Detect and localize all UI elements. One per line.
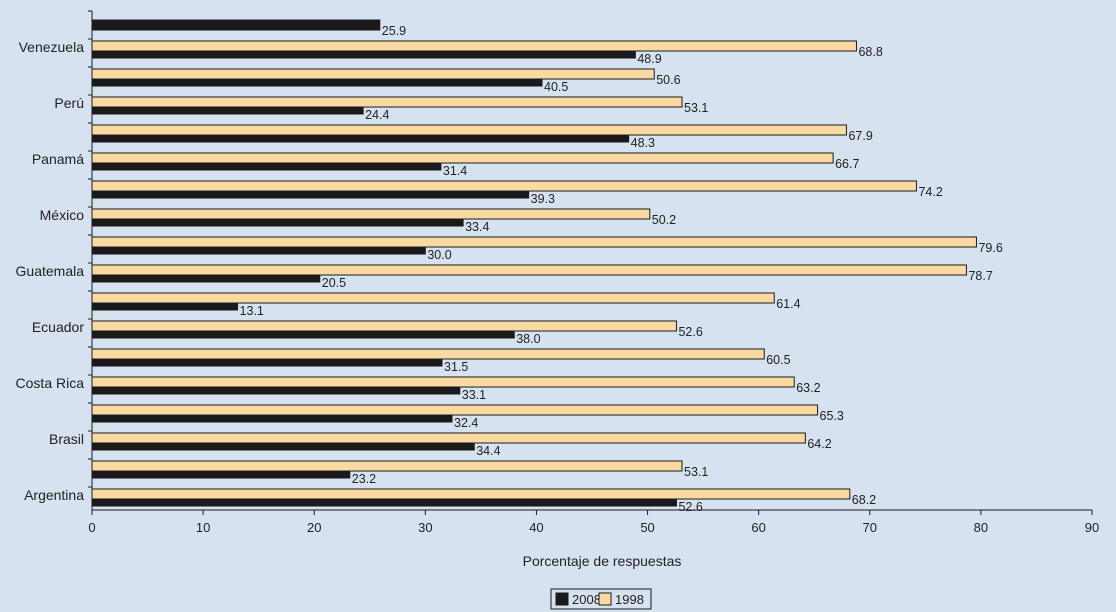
row-label-10: Ecuador — [32, 319, 84, 335]
value-label-1998-10: 52.6 — [678, 325, 702, 339]
x-tick-label-70: 70 — [863, 520, 877, 535]
value-label-2008-15: 34.4 — [476, 444, 500, 458]
x-tick-label-40: 40 — [529, 520, 543, 535]
bar-1998-15 — [91, 460, 683, 472]
value-label-2008-12: 31.5 — [444, 360, 468, 374]
bar-1998-9 — [91, 292, 775, 304]
value-label-2008-5: 31.4 — [443, 164, 467, 178]
value-label-1998-7: 79.6 — [978, 241, 1002, 255]
bar-1998-12 — [91, 376, 795, 388]
x-tick-label-30: 30 — [418, 520, 432, 535]
value-label-2008-2: 40.5 — [544, 80, 568, 94]
bar-1998-10 — [91, 320, 677, 332]
value-label-1998-1: 50.6 — [656, 73, 680, 87]
x-tick-label-10: 10 — [196, 520, 210, 535]
legend-box — [550, 588, 652, 610]
row-label-8: Guatemala — [16, 263, 85, 279]
value-label-2008-1: 48.9 — [637, 52, 661, 66]
value-label-1998-2: 53.1 — [684, 101, 708, 115]
value-label-1998-13: 65.3 — [820, 409, 844, 423]
bar-1998-1 — [91, 68, 655, 80]
bar-1998-8 — [91, 264, 967, 276]
bar-1998-3 — [91, 124, 847, 136]
value-label-2008-0: 25.9 — [382, 24, 406, 38]
bar-1998-4 — [91, 152, 834, 164]
value-label-2008-10: 13.1 — [240, 304, 264, 318]
value-label-2008-6: 39.3 — [531, 192, 555, 206]
value-label-2008-13: 33.1 — [462, 388, 486, 402]
legend-swatch-2008 — [555, 592, 569, 606]
row-label-0: Venezuela — [19, 39, 85, 55]
x-tick-label-0: 0 — [88, 520, 95, 535]
legend-label-1998: 1998 — [615, 592, 644, 607]
value-label-1998-9: 61.4 — [776, 297, 800, 311]
value-label-2008-3: 24.4 — [365, 108, 389, 122]
bar-1998-16 — [91, 488, 851, 500]
value-labels: 25.9 48.9 40.5 24.4 48.3 31.4 39.3 33.4 30.0 20.5… — [240, 24, 1003, 514]
value-label-1998-12: 63.2 — [796, 381, 820, 395]
x-tick-label-50: 50 — [640, 520, 654, 535]
value-label-1998-0: 68.8 — [858, 45, 882, 59]
bar-1998-6 — [91, 208, 651, 220]
value-label-2008-8: 30.0 — [427, 248, 451, 262]
row-labels: Venezuela Perú Panamá México Guatemala Ecuado… — [16, 39, 85, 503]
x-tick-label-20: 20 — [307, 520, 321, 535]
x-tick-label-80: 80 — [974, 520, 988, 535]
value-label-1998-15: 53.1 — [684, 465, 708, 479]
bar-2008-0 — [91, 19, 381, 31]
bar-1998-14 — [91, 432, 806, 444]
value-label-1998-14: 64.2 — [807, 437, 831, 451]
x-tick-label-90: 90 — [1085, 520, 1099, 535]
value-label-1998-6: 50.2 — [652, 213, 676, 227]
bar-1998-2 — [91, 96, 683, 108]
row-label-2: Perú — [54, 95, 84, 111]
value-label-2008-14: 32.4 — [454, 416, 478, 430]
value-label-2008-11: 38.0 — [516, 332, 540, 346]
bars — [91, 19, 977, 507]
x-axis: 0 10 20 30 40 50 60 70 80 90 — [88, 10, 1099, 535]
bar-1998-5 — [91, 180, 917, 192]
value-label-2008-7: 33.4 — [465, 220, 489, 234]
x-tick-label-60: 60 — [751, 520, 765, 535]
bar-1998-13 — [91, 404, 819, 416]
value-label-1998-16: 68.2 — [852, 493, 876, 507]
value-label-1998-8: 78.7 — [968, 269, 992, 283]
legend-swatch-1998 — [598, 592, 612, 606]
x-axis-title: Porcentaje de respuestas — [523, 553, 682, 569]
bar-1998-7 — [91, 236, 977, 248]
value-label-2008-16: 23.2 — [352, 472, 376, 486]
legend: 2008 1998 — [550, 588, 652, 610]
value-label-1998-4: 66.7 — [835, 157, 859, 171]
value-label-1998-5: 74.2 — [918, 185, 942, 199]
value-label-1998-3: 67.9 — [848, 129, 872, 143]
row-label-12: Costa Rica — [16, 375, 85, 391]
row-label-14: Brasil — [49, 431, 84, 447]
value-label-1998-11: 60.5 — [766, 353, 790, 367]
bar-1998-11 — [91, 348, 765, 360]
row-label-16: Argentina — [24, 487, 84, 503]
bar-1998-0 — [91, 40, 857, 52]
row-label-6: México — [40, 207, 85, 223]
legend-label-2008: 2008 — [572, 592, 601, 607]
value-label-2008-9: 20.5 — [322, 276, 346, 290]
value-label-2008-17: 52.6 — [678, 500, 702, 514]
value-label-2008-4: 48.3 — [631, 136, 655, 150]
row-label-4: Panamá — [32, 151, 84, 167]
